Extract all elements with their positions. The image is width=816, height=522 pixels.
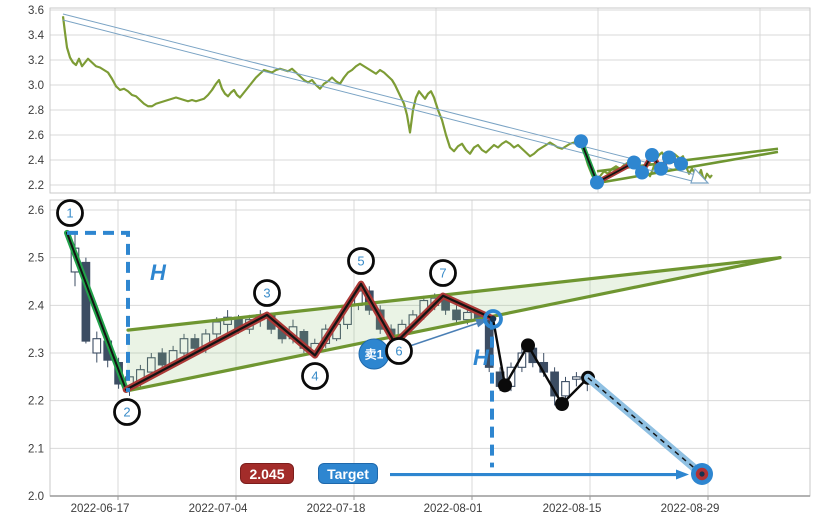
svg-text:5: 5 (357, 254, 364, 269)
svg-text:2.3: 2.3 (28, 348, 44, 360)
svg-text:2.4: 2.4 (28, 155, 45, 167)
svg-text:3.6: 3.6 (28, 5, 44, 17)
svg-text:3.0: 3.0 (28, 80, 44, 92)
svg-text:卖1: 卖1 (365, 347, 384, 362)
bottom-panel-y-axis-labels: 2.6 2.5 2.4 2.3 2.2 2.1 2.0 (28, 205, 45, 503)
target-label-badge: Target (318, 463, 378, 484)
svg-text:2.4: 2.4 (28, 300, 45, 312)
rising-wedge-pattern (124, 256, 782, 393)
svg-text:3: 3 (263, 286, 270, 301)
projection-path (390, 318, 706, 480)
svg-text:2.8: 2.8 (28, 105, 44, 117)
abc-zigzag-line (122, 280, 497, 393)
top-panel-border (49, 7, 811, 194)
bottom-panel-date-labels: 2022-06-17 2022-07-04 2022-07-18 2022-08-01… (71, 503, 720, 515)
downtrend-channel-arrow (62, 13, 710, 184)
svg-text:2.5: 2.5 (28, 253, 44, 265)
svg-text:H: H (473, 345, 490, 370)
bottom-panel-border (49, 199, 811, 497)
svg-text:2.1: 2.1 (28, 443, 44, 455)
top-panel-y-axis-labels: 3.6 3.4 3.2 3.0 2.8 2.6 2.4 2.2 (28, 5, 45, 192)
svg-text:2022-06-17: 2022-06-17 (71, 503, 130, 515)
signal-markers: 卖1 (358, 309, 713, 485)
svg-text:2: 2 (123, 405, 130, 420)
top-panel-gridlines (50, 8, 810, 193)
impulse-leg-line (64, 229, 129, 393)
measure-annotations: HH (67, 230, 494, 468)
svg-text:2.2: 2.2 (28, 180, 44, 192)
svg-text:1: 1 (66, 206, 73, 221)
svg-text:2.6: 2.6 (28, 130, 44, 142)
svg-text:6: 6 (395, 344, 402, 359)
svg-text:2022-07-04: 2022-07-04 (189, 503, 248, 515)
svg-text:4: 4 (311, 369, 318, 384)
svg-text:2.0: 2.0 (28, 491, 44, 503)
svg-text:7: 7 (439, 266, 446, 281)
target-price-badge: 2.045 (240, 463, 294, 484)
svg-text:2.2: 2.2 (28, 396, 44, 408)
svg-text:3.2: 3.2 (28, 55, 44, 67)
svg-text:2022-08-01: 2022-08-01 (424, 503, 483, 515)
svg-text:3.4: 3.4 (28, 30, 45, 42)
top-pivot-dots (574, 134, 688, 190)
wave-number-circles: 1 2 3 4 5 6 7 (56, 199, 457, 426)
svg-text:H: H (150, 260, 167, 285)
top-price-line (61, 16, 713, 184)
svg-text:2022-08-29: 2022-08-29 (661, 503, 720, 515)
svg-text:2022-08-15: 2022-08-15 (543, 503, 602, 515)
svg-text:2.6: 2.6 (28, 205, 44, 217)
svg-text:2022-07-18: 2022-07-18 (307, 503, 366, 515)
